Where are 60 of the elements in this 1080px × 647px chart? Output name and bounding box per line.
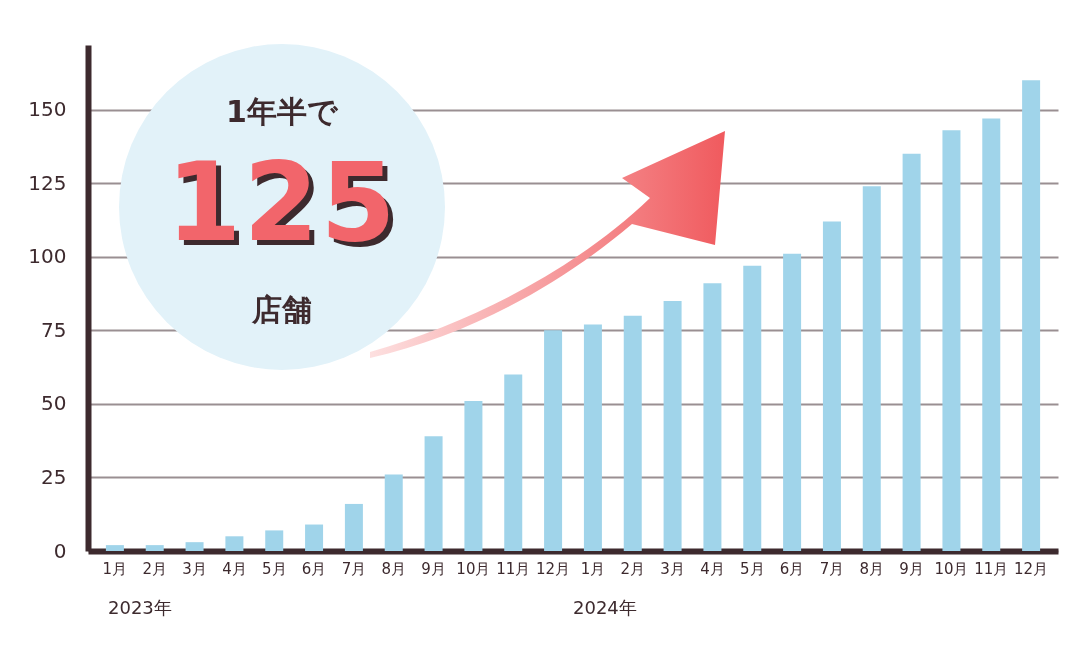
annotation: 店舗 [251,291,313,329]
bar [105,545,124,551]
x-tick-label: 8月 [381,559,407,578]
annotation: 1年半で [225,93,339,131]
x-tick-label: 3月 [182,559,207,578]
x-tick-label: 8月 [859,559,885,578]
bar [305,524,324,551]
x-tick-label: 11月 [496,559,531,578]
x-tick-label: 9月 [899,559,924,578]
bar [1022,80,1041,551]
y-tick-label: 75 [41,317,67,342]
x-tick-label: 11月 [974,559,1009,578]
bar [225,536,244,551]
annotation: 125 [165,140,399,265]
x-tick-label: 4月 [222,559,247,578]
x-tick-label: 1月 [580,559,606,578]
bar [743,265,762,551]
y-tick-label: 25 [41,464,67,489]
bar [384,474,403,551]
x-tick-label: 5月 [739,559,765,578]
bar [464,400,483,551]
text: 2024年 [573,596,637,620]
x-tick-label: 6月 [779,559,805,578]
x-tick-label: 10月 [456,559,491,578]
y-tick-label: 150 [28,97,67,122]
bar [185,542,204,551]
y-tick-label: 100 [28,244,67,269]
x-tick-label: 7月 [819,559,845,578]
bar [703,283,722,551]
bar [145,545,164,551]
bar [902,153,921,551]
x-tick-label: 1月 [102,559,128,578]
y-tick-label: 125 [28,170,67,195]
bar [424,436,443,551]
x-tick-label: 7月 [341,559,367,578]
x-tick-label: 5月 [261,559,287,578]
x-tick-label: 12月 [536,559,571,578]
bar [942,130,961,551]
bar [623,315,642,551]
x-tick-label: 2月 [142,559,167,578]
bar [822,221,841,551]
x-tick-label: 4月 [700,559,725,578]
bar [583,324,602,551]
bar [504,374,523,551]
y-tick-label: 50 [41,391,67,416]
text: 2023年 [108,596,172,620]
x-tick-label: 10月 [934,559,969,578]
y-tick-label: 0 [53,538,67,563]
x-tick-label: 6月 [301,559,327,578]
bar [783,253,802,551]
bar [982,118,1001,551]
bar [544,330,563,551]
bar [862,186,881,551]
x-tick-label: 9月 [421,559,446,578]
x-tick-label: 3月 [660,559,685,578]
x-tick-label: 12月 [1014,559,1049,578]
x-tick-label: 2月 [620,559,646,578]
bar [663,300,682,551]
bar [265,530,284,551]
bar [344,503,363,551]
